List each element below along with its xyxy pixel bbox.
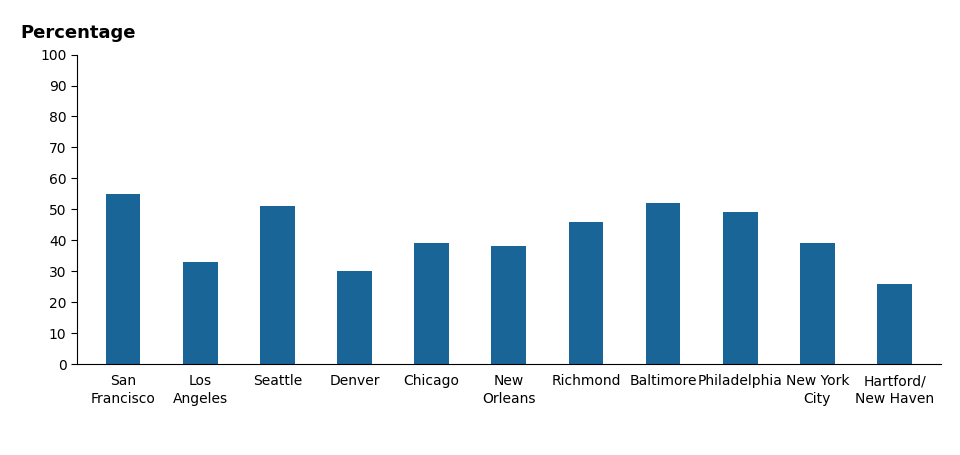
Bar [415,243,449,364]
Bar [568,222,603,364]
Bar [723,212,757,364]
Bar [800,243,835,364]
Bar [646,203,681,364]
Text: Percentage: Percentage [20,24,136,42]
Bar [877,283,912,364]
Bar [182,262,218,364]
Bar [492,247,526,364]
Bar [337,271,372,364]
Bar [260,206,295,364]
Bar [106,194,140,364]
